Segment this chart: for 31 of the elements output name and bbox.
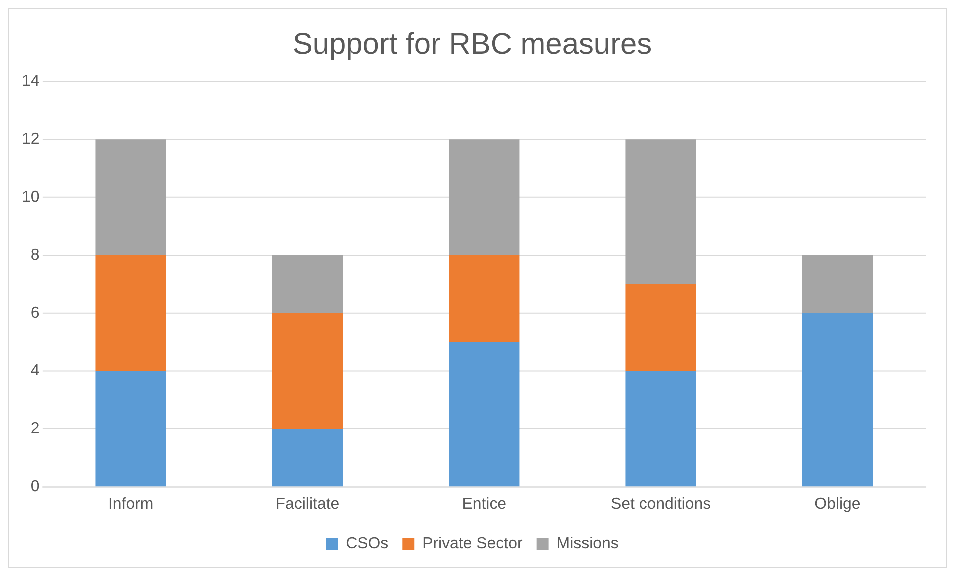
bar xyxy=(272,255,344,314)
chart-title: Support for RBC measures xyxy=(292,28,652,62)
bar xyxy=(802,313,874,487)
x-tick-label: Facilitate xyxy=(276,496,340,514)
x-tick-label: Inform xyxy=(108,496,154,514)
legend-label: CSOs xyxy=(346,535,389,552)
legend-label: Private Sector xyxy=(422,535,524,552)
y-tick-label: 2 xyxy=(30,420,40,438)
bar xyxy=(626,284,696,372)
bar xyxy=(449,255,520,342)
y-tick-label: 6 xyxy=(30,304,40,322)
bar xyxy=(626,371,696,487)
y-tick-label: 8 xyxy=(30,246,40,264)
bar xyxy=(449,140,520,256)
y-tick-label: 10 xyxy=(22,188,40,206)
y-tick-label: 12 xyxy=(22,131,40,148)
bar xyxy=(96,371,166,487)
x-tick-label: Entice xyxy=(462,496,507,514)
x-tick-label: Set conditions xyxy=(610,496,712,514)
bar xyxy=(96,255,166,372)
bar xyxy=(449,342,520,487)
x-tick-label: Oblige xyxy=(814,496,861,514)
bar xyxy=(272,429,344,487)
bar xyxy=(802,255,874,314)
bar xyxy=(272,313,344,430)
bar xyxy=(626,140,696,284)
legend-label: Missions xyxy=(556,535,619,552)
bar xyxy=(96,140,166,256)
y-tick-label: 14 xyxy=(22,73,40,90)
y-tick-label: 4 xyxy=(30,362,40,380)
y-tick-label: 0 xyxy=(30,478,40,496)
